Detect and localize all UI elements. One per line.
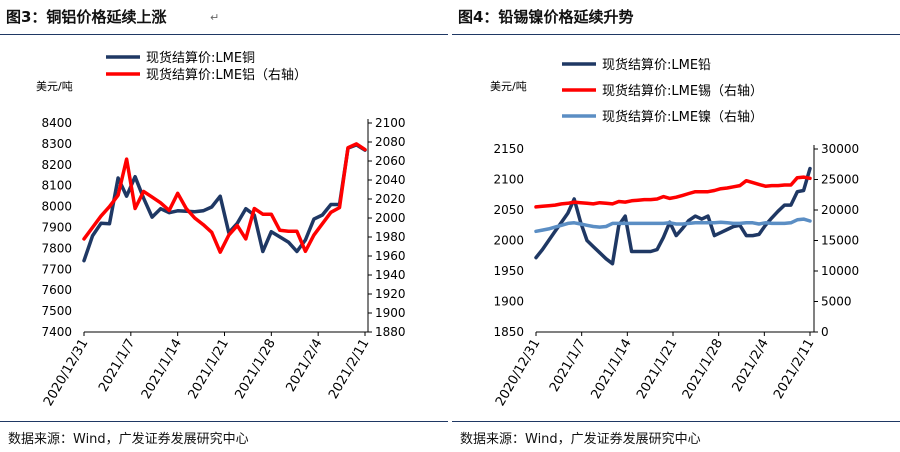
x-tick-label: 2021/1/7 xyxy=(547,337,589,395)
y-tick-label-right: 2100 xyxy=(375,116,406,130)
x-tick-label: 2021/2/4 xyxy=(283,337,325,395)
y-tick-label-right: 2040 xyxy=(375,173,406,187)
x-tick-label: 2021/1/14 xyxy=(588,337,634,402)
y-tick-label-left: 7800 xyxy=(41,241,72,255)
chart-figure: 美元/吨 7400 7500 7600 7700 7800 7900 8000 8100 8200… xyxy=(36,50,406,409)
x-tick-label: 2021/1/28 xyxy=(680,337,726,402)
chart-source: 数据来源：Wind，广发证券发展研究中心 xyxy=(460,432,701,447)
y-tick-label-left: 1950 xyxy=(493,264,524,278)
y-tick-label-right: 15000 xyxy=(821,234,859,248)
y-tick-label-right: 1940 xyxy=(375,268,406,282)
legend-label: 现货结算价:LME铝（右轴） xyxy=(146,67,307,83)
y-tick-label-right: 20000 xyxy=(821,203,859,217)
y-tick-label-right: 1900 xyxy=(375,306,406,320)
x-tick-label: 2021/1/7 xyxy=(96,337,138,395)
y-tick-label-left: 8300 xyxy=(41,137,72,151)
y-tick-label-right: 1980 xyxy=(375,230,406,244)
chart-title: 图3：铜铝价格延续上涨 xyxy=(6,8,167,26)
y-unit-label: 美元/吨 xyxy=(490,80,527,93)
chart-figure: 美元/吨 1850 1900 1950 2000 2050 2100 2150 0 5000 100… xyxy=(490,57,859,409)
y-tick-label-left: 7400 xyxy=(41,325,72,339)
y-tick-label-right: 2020 xyxy=(375,192,406,206)
y-tick-label-left: 2100 xyxy=(493,173,524,187)
title-bar: 图4：铅锡镍价格延续升势 xyxy=(452,0,900,35)
series-line xyxy=(82,142,367,254)
y-tick-label-right: 30000 xyxy=(821,142,859,156)
x-tick-label: 2021/1/21 xyxy=(186,337,232,402)
legend-label: 现货结算价:LME铜 xyxy=(146,50,255,66)
x-tick-label: 2021/2/11 xyxy=(326,337,372,402)
y-tick-label-left: 8200 xyxy=(41,158,72,172)
y-tick-label-left: 7900 xyxy=(41,221,72,235)
y-tick-label-right: 1960 xyxy=(375,249,406,263)
y-tick-label-right: 1920 xyxy=(375,287,406,301)
series-line xyxy=(534,175,812,209)
y-tick-label-right: 2000 xyxy=(375,211,406,225)
y-tick-label-left: 7500 xyxy=(41,304,72,318)
series-line xyxy=(534,217,812,234)
series-line xyxy=(534,166,812,266)
x-tick-label: 2021/1/14 xyxy=(139,337,185,402)
y-tick-label-left: 1900 xyxy=(493,295,524,309)
y-unit-label: 美元/吨 xyxy=(36,80,73,93)
y-tick-label-left: 8000 xyxy=(41,200,72,214)
y-tick-label-right: 5000 xyxy=(821,295,852,309)
y-tick-label-right: 2060 xyxy=(375,154,406,168)
y-tick-label-left: 8100 xyxy=(41,179,72,193)
chart-panel-left: 图3：铜铝价格延续上涨 ↵ 美元/吨 7400 7500 7600 7700 7800 79… xyxy=(0,0,448,451)
x-tick-label: 2021/1/28 xyxy=(232,337,278,402)
y-tick-label-left: 7700 xyxy=(41,262,72,276)
y-tick-label-right: 2080 xyxy=(375,135,406,149)
source-bar: 数据来源：Wind，广发证券发展研究中心 xyxy=(0,421,448,452)
legend-label: 现货结算价:LME镍（右轴） xyxy=(602,109,763,125)
y-tick-label-right: 25000 xyxy=(821,173,859,187)
legend-label: 现货结算价:LME锡（右轴） xyxy=(602,83,763,99)
y-tick-label-left: 1850 xyxy=(493,325,524,339)
x-tick-label: 2021/2/4 xyxy=(730,337,772,395)
y-tick-label-right: 1880 xyxy=(375,325,406,339)
chart-panel-right: 图4：铅锡镍价格延续升势 美元/吨 1850 1900 1950 2000 2050 210… xyxy=(452,0,900,451)
y-tick-label-left: 2000 xyxy=(493,234,524,248)
title-bar: 图3：铜铝价格延续上涨 ↵ xyxy=(0,0,448,35)
chart-source: 数据来源：Wind，广发证券发展研究中心 xyxy=(8,432,249,447)
y-tick-label-right: 10000 xyxy=(821,264,859,278)
y-tick-label-left: 8400 xyxy=(41,116,72,130)
return-mark-icon: ↵ xyxy=(210,11,220,24)
x-tick-label: 2020/12/31 xyxy=(493,337,543,409)
y-tick-label-right: 0 xyxy=(821,325,829,339)
x-tick-label: 2021/2/11 xyxy=(771,337,817,402)
x-tick-label: 2020/12/31 xyxy=(41,337,91,409)
legend-label: 现货结算价:LME铅 xyxy=(602,57,711,73)
chart-title: 图4：铅锡镍价格延续升势 xyxy=(458,8,634,26)
source-bar: 数据来源：Wind，广发证券发展研究中心 xyxy=(452,421,900,452)
y-tick-label-left: 7600 xyxy=(41,283,72,297)
y-tick-label-left: 2050 xyxy=(493,203,524,217)
x-tick-label: 2021/1/21 xyxy=(634,337,680,402)
y-tick-label-left: 2150 xyxy=(493,142,524,156)
